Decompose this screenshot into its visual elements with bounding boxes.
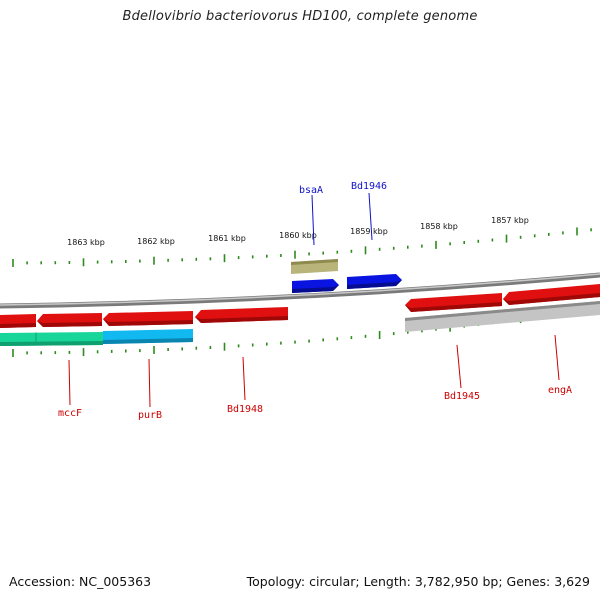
tick-marks <box>12 227 592 267</box>
gene-label-engA: engA <box>548 385 572 396</box>
gene-mccF-red[interactable] <box>0 314 36 328</box>
gene-label-purB: purB <box>138 410 162 421</box>
gene-label-bd1948: Bd1948 <box>227 404 263 415</box>
gene-label-bd1946: Bd1946 <box>351 181 387 192</box>
gene-bd1946-left[interactable] <box>292 279 339 293</box>
track-gray <box>405 301 600 332</box>
page-title: Bdellovibrio bacteriovorus HD100, comple… <box>122 9 478 24</box>
scale-label-1859: 1859 kbp <box>350 227 388 236</box>
gene-label-bsaA: bsaA <box>299 185 323 196</box>
gene-bd1948[interactable] <box>195 307 288 323</box>
gene-bd1945[interactable] <box>405 293 502 312</box>
footer-accession: Accession: NC_005363 <box>9 574 152 589</box>
scale-label-1863: 1863 kbp <box>67 238 105 247</box>
label-leaders <box>68 192 560 408</box>
gene-engA[interactable] <box>503 284 600 305</box>
scale-label-1860: 1860 kbp <box>279 231 317 240</box>
scale-label-1861: 1861 kbp <box>208 234 246 243</box>
track-cyan <box>103 329 193 344</box>
genome-backbone <box>0 272 600 309</box>
gene-red-2[interactable] <box>37 313 102 327</box>
gene-bd1946-right[interactable] <box>347 274 402 289</box>
gene-bsaA[interactable] <box>291 259 338 274</box>
scale-label-1862: 1862 kbp <box>137 237 175 246</box>
scale-label-1857: 1857 kbp <box>491 216 529 225</box>
gene-label-bd1945: Bd1945 <box>444 391 480 402</box>
top-tick-scale: 1863 kbp 1862 kbp 1861 kbp 1860 kbp 1859… <box>12 216 592 267</box>
footer-topology: Topology: circular; Length: 3,782,950 bp… <box>246 574 590 589</box>
track-green <box>0 332 103 346</box>
gene-purB-red[interactable] <box>103 311 193 326</box>
gene-label-mccF: mccF <box>58 408 82 419</box>
scale-label-1858: 1858 kbp <box>420 222 458 231</box>
